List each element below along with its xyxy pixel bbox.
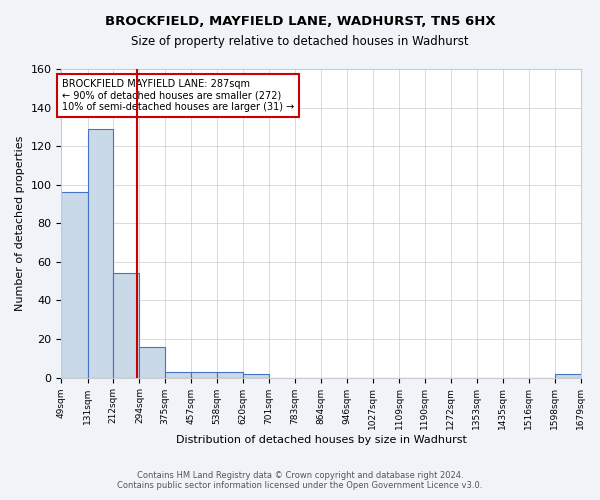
Text: BROCKFIELD MAYFIELD LANE: 287sqm
← 90% of detached houses are smaller (272)
10% : BROCKFIELD MAYFIELD LANE: 287sqm ← 90% o… <box>62 78 294 112</box>
X-axis label: Distribution of detached houses by size in Wadhurst: Distribution of detached houses by size … <box>176 435 466 445</box>
Bar <box>139 346 165 378</box>
Bar <box>88 129 113 378</box>
Bar <box>61 192 88 378</box>
Text: BROCKFIELD, MAYFIELD LANE, WADHURST, TN5 6HX: BROCKFIELD, MAYFIELD LANE, WADHURST, TN5… <box>104 15 496 28</box>
Bar <box>243 374 269 378</box>
Bar <box>113 274 139 378</box>
Bar <box>217 372 243 378</box>
Bar <box>555 374 581 378</box>
Y-axis label: Number of detached properties: Number of detached properties <box>15 136 25 311</box>
Bar <box>191 372 217 378</box>
Bar <box>165 372 191 378</box>
Text: Size of property relative to detached houses in Wadhurst: Size of property relative to detached ho… <box>131 35 469 48</box>
Text: Contains HM Land Registry data © Crown copyright and database right 2024.
Contai: Contains HM Land Registry data © Crown c… <box>118 470 482 490</box>
